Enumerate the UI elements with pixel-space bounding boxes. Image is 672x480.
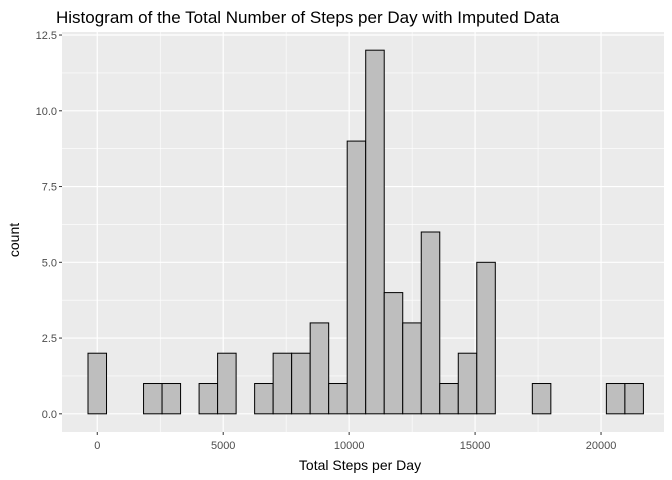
y-tick-label: 2.5	[42, 333, 57, 345]
histogram-bar-17	[402, 322, 422, 415]
x-tick-label: 15000	[460, 440, 491, 452]
histogram-bar-29	[624, 383, 644, 415]
x-axis: 0 5000 10000 15000 20000	[94, 432, 616, 452]
histogram-bar-14	[346, 140, 367, 415]
histogram-bar-0	[87, 352, 108, 415]
y-tick-label: 5.0	[42, 257, 57, 269]
histogram-bar-24	[531, 383, 552, 415]
y-tick-label: 7.5	[42, 182, 57, 194]
histogram-bars	[87, 49, 644, 415]
chart-title: Histogram of the Total Number of Steps p…	[56, 8, 560, 27]
histogram-bar-19	[439, 383, 459, 415]
y-tick-label: 0.0	[42, 409, 57, 421]
y-tick-label: 10.0	[36, 106, 57, 118]
x-tick-label: 5000	[211, 440, 235, 452]
histogram-bar-7	[217, 352, 237, 415]
histogram-bar-9	[254, 383, 274, 415]
histogram-bar-11	[291, 352, 311, 415]
x-tick-label: 10000	[334, 440, 365, 452]
histogram-bar-18	[420, 231, 441, 415]
y-axis: 0.0 2.5 5.0 7.5 10.0 12.5	[36, 30, 62, 421]
histogram-bar-4	[161, 383, 182, 415]
x-tick-label: 20000	[586, 440, 617, 452]
histogram-bar-21	[476, 261, 496, 415]
histogram-bar-28	[605, 383, 626, 415]
histogram-bar-13	[328, 383, 348, 415]
y-tick-label: 12.5	[36, 30, 57, 42]
histogram-bar-12	[309, 322, 330, 415]
x-tick-label: 0	[94, 440, 100, 452]
x-axis-title: Total Steps per Day	[299, 457, 421, 473]
histogram-bar-10	[272, 352, 293, 415]
histogram-bar-16	[383, 292, 404, 415]
histogram-bar-6	[198, 383, 219, 415]
histogram-bar-20	[457, 352, 478, 415]
histogram-bar-15	[365, 49, 385, 415]
histogram-bar-3	[143, 383, 163, 415]
y-axis-title: count	[6, 223, 22, 257]
